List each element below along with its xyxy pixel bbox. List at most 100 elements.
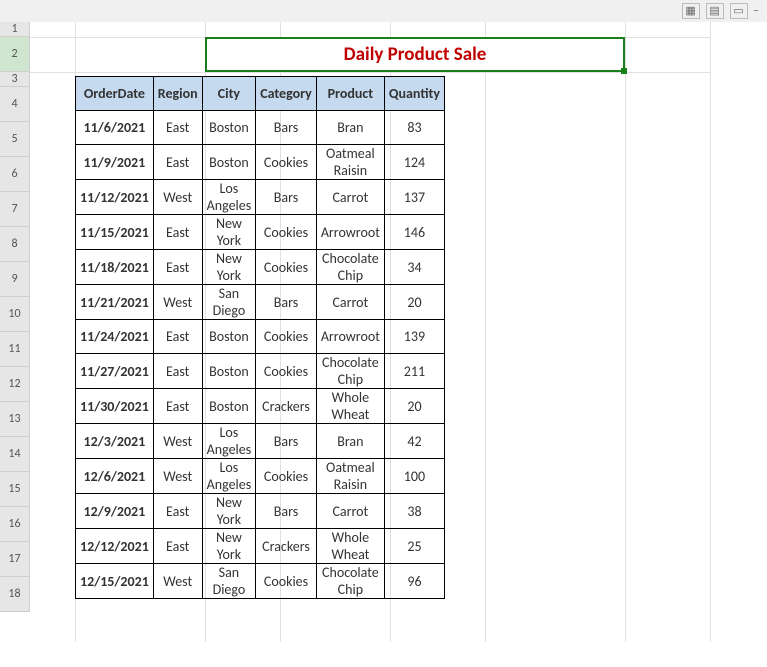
cell[interactable]: East (153, 320, 202, 354)
cell[interactable]: 12/15/2021 (76, 564, 154, 599)
cell[interactable]: East (153, 529, 202, 564)
cell[interactable]: East (153, 111, 202, 145)
th-quantity[interactable]: Quantity (384, 77, 444, 111)
merged-title-cell[interactable]: Daily Product Sale (205, 37, 625, 72)
cell[interactable]: Carrot (316, 285, 384, 320)
cell[interactable]: Bran (316, 424, 384, 459)
cell[interactable]: 96 (384, 564, 444, 599)
cell[interactable]: San Diego (202, 564, 256, 599)
row-header-1[interactable]: 1 (0, 22, 30, 37)
cell[interactable]: 11/30/2021 (76, 389, 154, 424)
cell[interactable]: Cookies (256, 320, 317, 354)
cell[interactable]: 12/12/2021 (76, 529, 154, 564)
cell[interactable]: Boston (202, 320, 256, 354)
cell[interactable]: 83 (384, 111, 444, 145)
zoom-out-icon[interactable]: − (754, 4, 759, 17)
cell[interactable]: 211 (384, 354, 444, 389)
cell[interactable]: Boston (202, 354, 256, 389)
th-city[interactable]: City (202, 77, 256, 111)
cell[interactable]: 124 (384, 145, 444, 180)
row-header-3[interactable]: 3 (0, 72, 30, 87)
cell[interactable]: Los Angeles (202, 180, 256, 215)
cell[interactable]: Cookies (256, 459, 317, 494)
view-break-icon[interactable]: ▭ (730, 3, 748, 19)
row-header-16[interactable]: 16 (0, 507, 30, 542)
cell[interactable]: Chocolate Chip (316, 250, 384, 285)
cell[interactable]: West (153, 564, 202, 599)
cell[interactable]: East (153, 250, 202, 285)
cell[interactable]: 139 (384, 320, 444, 354)
cell[interactable]: East (153, 215, 202, 250)
cell[interactable]: Oatmeal Raisin (316, 145, 384, 180)
view-page-icon[interactable]: ▤ (706, 3, 724, 19)
cell[interactable]: Los Angeles (202, 424, 256, 459)
cell[interactable]: Bars (256, 424, 317, 459)
cell[interactable]: 11/12/2021 (76, 180, 154, 215)
cell[interactable]: Crackers (256, 389, 317, 424)
cell[interactable]: Carrot (316, 494, 384, 529)
cell[interactable]: Boston (202, 145, 256, 180)
cell[interactable]: New York (202, 529, 256, 564)
cell[interactable]: 12/3/2021 (76, 424, 154, 459)
row-header-10[interactable]: 10 (0, 297, 30, 332)
cell[interactable]: East (153, 354, 202, 389)
th-region[interactable]: Region (153, 77, 202, 111)
cell[interactable]: 11/24/2021 (76, 320, 154, 354)
cell[interactable]: Cookies (256, 250, 317, 285)
view-normal-icon[interactable]: ▦ (682, 3, 700, 19)
cell[interactable]: Arrowroot (316, 215, 384, 250)
cell[interactable]: Boston (202, 111, 256, 145)
row-header-5[interactable]: 5 (0, 122, 30, 157)
row-header-6[interactable]: 6 (0, 157, 30, 192)
row-header-7[interactable]: 7 (0, 192, 30, 227)
row-header-2[interactable]: 2 (0, 37, 30, 72)
cell[interactable]: 11/9/2021 (76, 145, 154, 180)
cell[interactable]: 146 (384, 215, 444, 250)
cell[interactable]: 20 (384, 285, 444, 320)
cell[interactable]: Bars (256, 180, 317, 215)
cell[interactable]: Oatmeal Raisin (316, 459, 384, 494)
cell[interactable]: West (153, 180, 202, 215)
row-header-17[interactable]: 17 (0, 542, 30, 577)
row-header-18[interactable]: 18 (0, 577, 30, 612)
cell[interactable]: San Diego (202, 285, 256, 320)
cell[interactable]: 38 (384, 494, 444, 529)
cell[interactable]: 11/27/2021 (76, 354, 154, 389)
row-header-9[interactable]: 9 (0, 262, 30, 297)
cell[interactable]: West (153, 459, 202, 494)
cell[interactable]: Crackers (256, 529, 317, 564)
cell[interactable]: New York (202, 250, 256, 285)
row-header-13[interactable]: 13 (0, 402, 30, 437)
row-header-14[interactable]: 14 (0, 437, 30, 472)
cell[interactable]: Bars (256, 285, 317, 320)
cell[interactable]: New York (202, 215, 256, 250)
cell[interactable]: 11/18/2021 (76, 250, 154, 285)
cell[interactable]: Arrowroot (316, 320, 384, 354)
cell[interactable]: Cookies (256, 354, 317, 389)
cell[interactable]: West (153, 285, 202, 320)
row-header-8[interactable]: 8 (0, 227, 30, 262)
cell[interactable]: East (153, 145, 202, 180)
cell[interactable]: 12/9/2021 (76, 494, 154, 529)
cell[interactable]: Whole Wheat (316, 529, 384, 564)
th-orderdate[interactable]: OrderDate (76, 77, 154, 111)
cell[interactable]: Bran (316, 111, 384, 145)
cell[interactable]: 11/15/2021 (76, 215, 154, 250)
cell[interactable]: Chocolate Chip (316, 564, 384, 599)
cell[interactable]: Los Angeles (202, 459, 256, 494)
cell[interactable]: Bars (256, 494, 317, 529)
cell[interactable]: East (153, 494, 202, 529)
cell[interactable]: Cookies (256, 145, 317, 180)
th-category[interactable]: Category (256, 77, 317, 111)
cell[interactable]: 137 (384, 180, 444, 215)
row-header-4[interactable]: 4 (0, 87, 30, 122)
cell[interactable]: East (153, 389, 202, 424)
cell[interactable]: Whole Wheat (316, 389, 384, 424)
cell[interactable]: 11/6/2021 (76, 111, 154, 145)
cell[interactable]: Cookies (256, 215, 317, 250)
row-header-11[interactable]: 11 (0, 332, 30, 367)
th-product[interactable]: Product (316, 77, 384, 111)
cell[interactable]: 42 (384, 424, 444, 459)
cell[interactable]: 34 (384, 250, 444, 285)
cell[interactable]: 20 (384, 389, 444, 424)
